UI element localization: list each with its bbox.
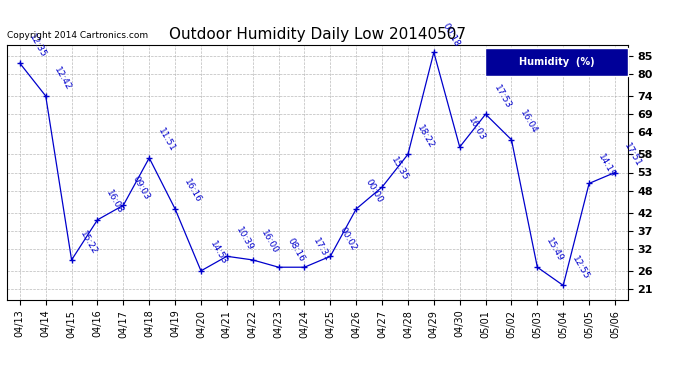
Text: 11:51: 11:51 [156, 127, 177, 154]
Title: Outdoor Humidity Daily Low 20140507: Outdoor Humidity Daily Low 20140507 [169, 27, 466, 42]
Text: 15:35: 15:35 [389, 156, 410, 183]
Text: 00:00: 00:00 [363, 178, 384, 205]
Text: 12:55: 12:55 [570, 255, 591, 281]
Text: 10:39: 10:39 [234, 225, 255, 252]
Text: 00:18: 00:18 [441, 21, 462, 48]
FancyBboxPatch shape [485, 48, 628, 76]
Text: 00:02: 00:02 [337, 225, 358, 252]
Text: 18:22: 18:22 [415, 123, 435, 150]
Text: 14:19: 14:19 [596, 153, 617, 179]
Text: 16:04: 16:04 [518, 109, 539, 135]
Text: 16:16: 16:16 [182, 178, 203, 205]
Text: 14:53: 14:53 [208, 240, 228, 267]
Text: 16:00: 16:00 [259, 229, 280, 256]
Text: 15:22: 15:22 [79, 229, 99, 256]
Text: 08:16: 08:16 [286, 236, 306, 263]
Text: Copyright 2014 Cartronics.com: Copyright 2014 Cartronics.com [7, 31, 148, 40]
Text: 17:31: 17:31 [311, 236, 332, 263]
Text: Humidity  (%): Humidity (%) [519, 57, 594, 67]
Text: 17:53: 17:53 [493, 83, 513, 110]
Text: 12:35: 12:35 [27, 32, 48, 59]
Text: 15:49: 15:49 [544, 236, 565, 263]
Text: 09:03: 09:03 [130, 174, 151, 201]
Text: 17:51: 17:51 [622, 141, 642, 168]
Text: 16:08: 16:08 [104, 189, 125, 216]
Text: 12:42: 12:42 [52, 65, 73, 92]
Text: 16:03: 16:03 [466, 116, 487, 143]
